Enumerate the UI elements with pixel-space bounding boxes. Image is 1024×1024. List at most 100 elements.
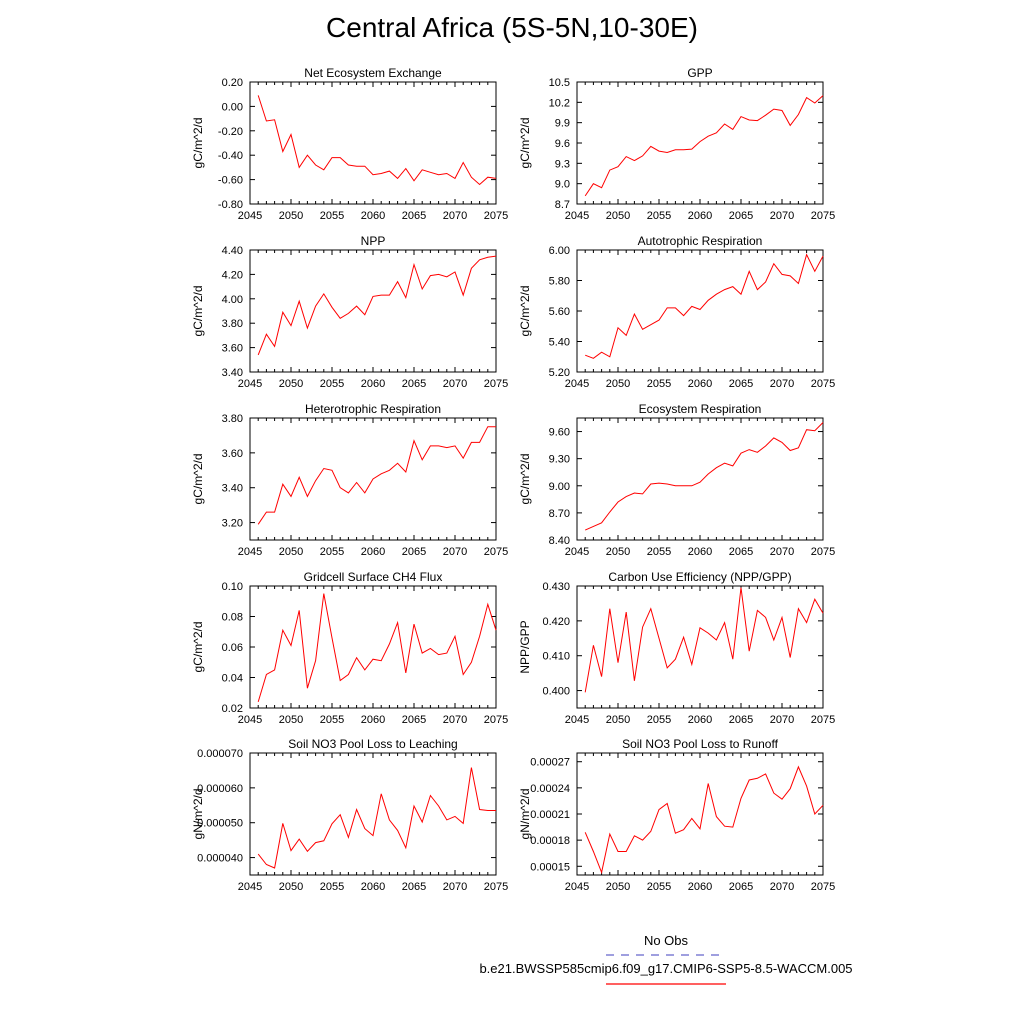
y-axis-label: gC/m^2/d — [191, 622, 205, 673]
x-tick-label: 2075 — [484, 378, 508, 390]
y-tick-label: 4.20 — [222, 269, 243, 281]
series-line — [584, 587, 824, 693]
series-line — [257, 767, 496, 869]
plot-frame — [576, 81, 824, 205]
y-tick-label: 0.000070 — [197, 748, 243, 760]
y-tick-label: 0.400 — [542, 686, 570, 698]
x-tick-label: 2075 — [484, 210, 508, 222]
x-tick-label: 2045 — [565, 378, 589, 390]
chart-panel: Heterotrophic Respiration gC/m^2/d 2045 205… — [191, 402, 508, 558]
x-tick-label: 2065 — [729, 210, 753, 222]
y-axis-label: gC/m^2/d — [191, 454, 205, 505]
x-tick-label: 2055 — [647, 881, 671, 893]
y-tick-label: 5.60 — [549, 306, 570, 318]
series-line — [257, 255, 497, 356]
panel-title: Heterotrophic Respiration — [305, 402, 441, 416]
y-axis-label: gC/m^2/d — [191, 286, 205, 337]
x-tick-label: 2045 — [565, 714, 589, 726]
x-tick-label: 2050 — [606, 546, 630, 558]
x-tick-label: 2045 — [238, 210, 262, 222]
x-tick-label: 2065 — [402, 210, 426, 222]
y-axis-label: gC/m^2/d — [518, 454, 532, 505]
y-tick-label: 0.430 — [542, 581, 570, 593]
chart-panel: Gridcell Surface CH4 Flux gC/m^2/d 2045 205… — [191, 570, 508, 726]
y-tick-label: 0.000050 — [197, 818, 243, 830]
x-tick-label: 2055 — [320, 378, 344, 390]
y-tick-label: -0.80 — [218, 199, 243, 211]
x-tick-label: 2065 — [402, 546, 426, 558]
x-tick-label: 2045 — [565, 881, 589, 893]
y-tick-label: 0.00024 — [530, 783, 570, 795]
panel-title: Soil NO3 Pool Loss to Leaching — [288, 737, 457, 751]
y-tick-label: 9.6 — [555, 138, 570, 150]
y-tick-label: 3.40 — [222, 367, 243, 379]
y-tick-label: 10.5 — [549, 77, 570, 89]
y-tick-label: 0.00027 — [530, 757, 570, 769]
x-tick-label: 2070 — [443, 546, 467, 558]
y-tick-label: 8.40 — [549, 535, 570, 547]
x-tick-label: 2075 — [811, 881, 835, 893]
x-tick-label: 2060 — [688, 378, 712, 390]
x-tick-label: 2060 — [688, 881, 712, 893]
x-tick-label: 2065 — [729, 378, 753, 390]
x-tick-label: 2045 — [238, 378, 262, 390]
y-tick-label: 0.000040 — [197, 853, 243, 865]
chart-panel: Carbon Use Efficiency (NPP/GPP) NPP/GPP 20… — [518, 570, 835, 726]
x-tick-label: 2070 — [770, 546, 794, 558]
plot-frame — [249, 752, 497, 876]
plot-frame — [576, 249, 824, 373]
x-tick-label: 2045 — [565, 546, 589, 558]
x-tick-label: 2050 — [279, 714, 303, 726]
x-tick-label: 2055 — [320, 881, 344, 893]
panel-title: NPP — [361, 234, 386, 248]
series-line — [257, 95, 497, 186]
y-axis-label: gC/m^2/d — [518, 118, 532, 169]
x-tick-label: 2070 — [770, 881, 794, 893]
y-tick-label: -0.60 — [218, 175, 243, 187]
y-tick-label: 0.10 — [222, 581, 243, 593]
y-tick-label: 0.08 — [222, 612, 243, 624]
y-tick-label: -0.20 — [218, 126, 243, 138]
x-tick-label: 2055 — [647, 714, 671, 726]
x-tick-label: 2045 — [238, 881, 262, 893]
y-tick-label: 5.80 — [549, 276, 570, 288]
x-tick-label: 2050 — [279, 378, 303, 390]
x-tick-label: 2055 — [320, 210, 344, 222]
x-tick-label: 2060 — [361, 881, 385, 893]
panel-title: Carbon Use Efficiency (NPP/GPP) — [608, 570, 791, 584]
x-tick-label: 2070 — [770, 210, 794, 222]
legend-case-label: b.e21.BWSSP585cmip6.f09_g17.CMIP6-SSP5-8… — [479, 961, 853, 976]
panel-title: Gridcell Surface CH4 Flux — [304, 570, 443, 584]
y-tick-label: 10.2 — [549, 97, 570, 109]
y-tick-label: 9.00 — [549, 481, 570, 493]
y-tick-label: 6.00 — [549, 245, 570, 257]
y-tick-label: 9.60 — [549, 427, 570, 439]
x-tick-label: 2050 — [606, 210, 630, 222]
y-tick-label: 8.7 — [555, 199, 570, 211]
x-tick-label: 2045 — [565, 210, 589, 222]
y-tick-label: 5.40 — [549, 337, 570, 349]
y-tick-label: 0.420 — [542, 616, 570, 628]
y-tick-label: 0.06 — [222, 642, 243, 654]
series-line — [584, 765, 824, 875]
y-tick-label: 0.00 — [222, 101, 243, 113]
y-tick-label: 0.04 — [222, 673, 243, 685]
y-tick-label: 0.000060 — [197, 783, 243, 795]
x-tick-label: 2050 — [606, 378, 630, 390]
y-tick-label: 0.20 — [222, 77, 243, 89]
x-tick-label: 2060 — [361, 546, 385, 558]
chart-panel: Soil NO3 Pool Loss to Leaching gN/m^2/d 20… — [191, 737, 508, 893]
x-tick-label: 2050 — [606, 714, 630, 726]
chart-panel: Net Ecosystem Exchange gC/m^2/d 2045 2050 20… — [191, 66, 508, 222]
x-tick-label: 2075 — [811, 210, 835, 222]
plot-frame — [249, 585, 497, 709]
chart-panel: Ecosystem Respiration gC/m^2/d 2045 2050 205… — [518, 402, 835, 558]
chart-panel: NPP gC/m^2/d 2045 2050 2055 2060 2065 2070 2075 3… — [191, 234, 508, 390]
y-tick-label: 0.02 — [222, 703, 243, 715]
x-tick-label: 2070 — [443, 881, 467, 893]
x-tick-label: 2055 — [647, 546, 671, 558]
chart-panel: Soil NO3 Pool Loss to Runoff gN/m^2/d 2045… — [518, 737, 835, 893]
panel-title: Autotrophic Respiration — [638, 234, 763, 248]
y-axis-label: gC/m^2/d — [191, 118, 205, 169]
